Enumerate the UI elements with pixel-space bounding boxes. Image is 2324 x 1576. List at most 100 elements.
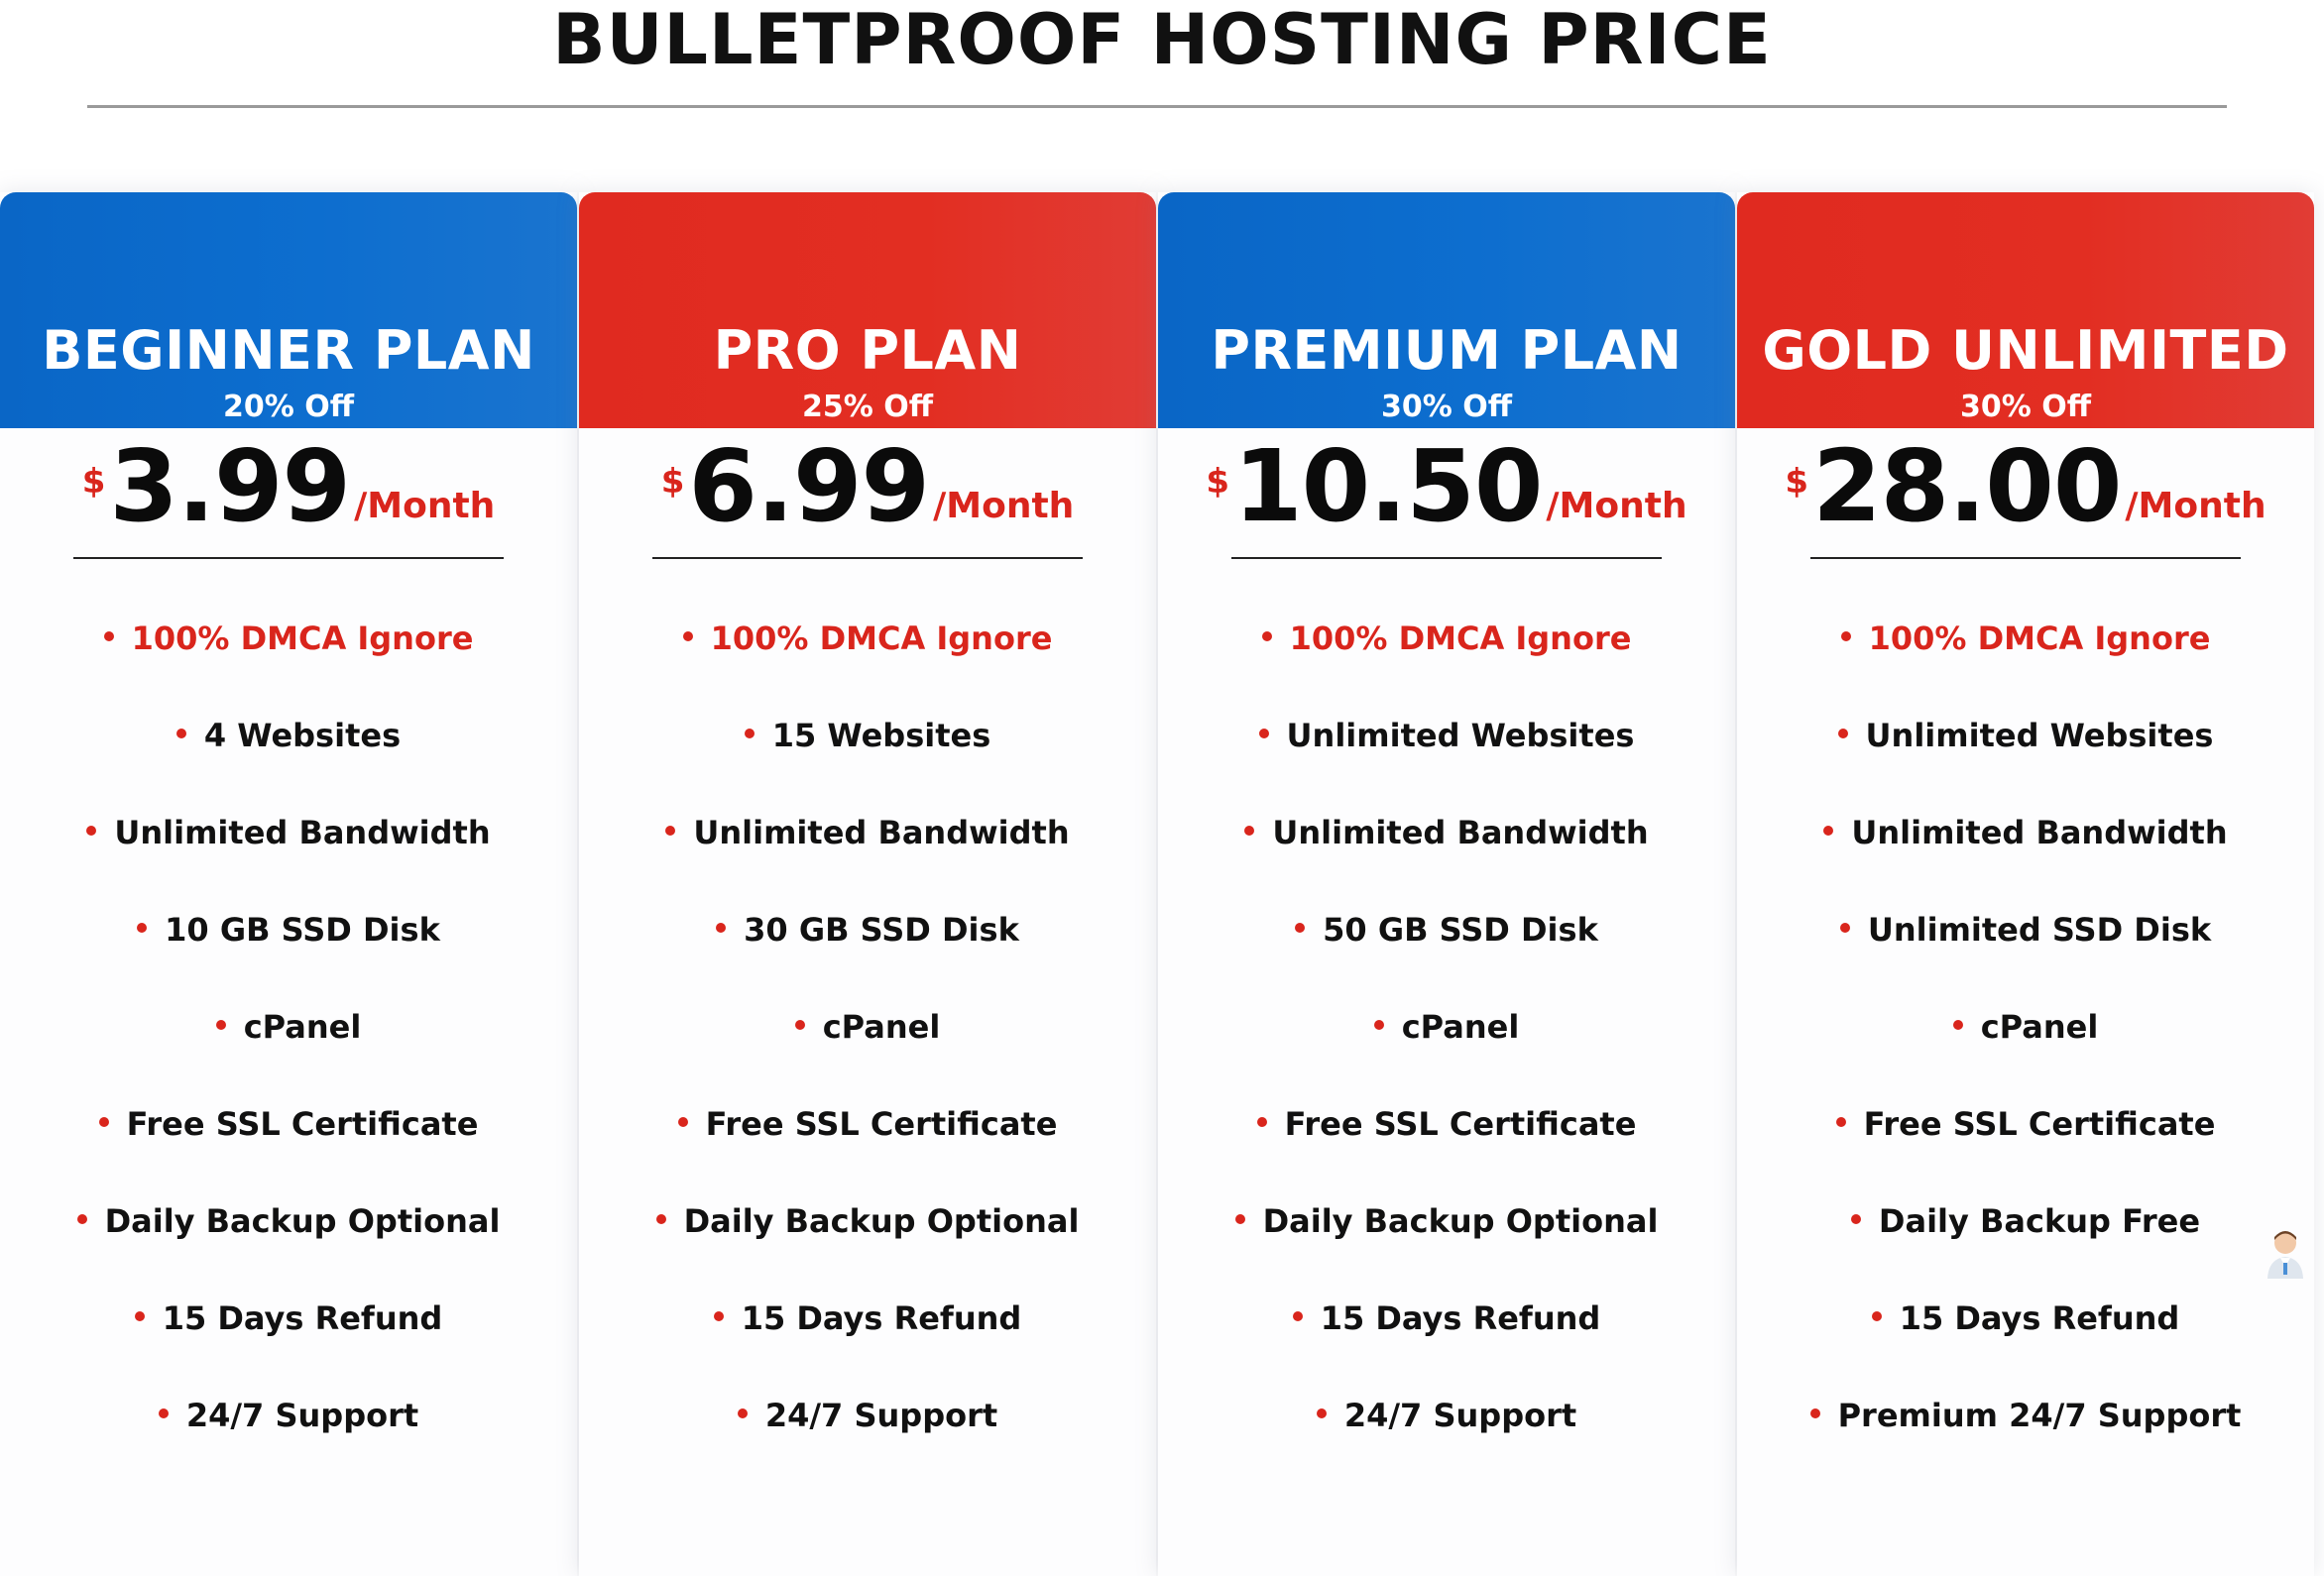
bullet-icon [713,1311,724,1321]
feature-text: Free SSL Certificate [126,1105,479,1143]
price-period: /Month [1546,486,1687,526]
price-currency: $ [1785,462,1809,502]
price-block: $3.99/Month [0,432,577,541]
price-divider [1810,557,2241,559]
price-block: $28.00/Month [1737,432,2314,541]
feature-item: 24/7 Support [0,1386,577,1483]
price-amount: 28.00 [1812,428,2122,544]
feature-item: 50 GB SSD Disk [1158,900,1735,997]
bullet-icon [1316,1408,1327,1418]
feature-item: Unlimited Bandwidth [1737,803,2314,900]
price-divider [652,557,1083,559]
feature-text: 24/7 Support [185,1397,419,1434]
feature-item: Free SSL Certificate [579,1094,1156,1191]
price-divider [1231,557,1662,559]
feature-text: 4 Websites [203,717,402,754]
feature-text: 10 GB SSD Disk [165,911,440,949]
feature-text: 50 GB SSD Disk [1323,911,1598,949]
feature-text: 100% DMCA Ignore [1868,619,2211,657]
bullet-icon [98,1117,109,1127]
title-divider [87,105,2227,108]
bullet-icon [1258,729,1269,738]
bullet-icon [1835,1117,1846,1127]
feature-text: 100% DMCA Ignore [1289,619,1632,657]
feature-item: Unlimited Bandwidth [0,803,577,900]
bullet-icon [134,1311,145,1321]
feature-item: Unlimited Bandwidth [579,803,1156,900]
feature-text: Daily Backup Free [1878,1202,2201,1240]
price-currency: $ [1206,462,1230,502]
plan-name: PRO PLAN [713,319,1022,382]
feature-item: Unlimited Bandwidth [1158,803,1735,900]
feature-item: Unlimited SSD Disk [1737,900,2314,997]
feature-text: 15 Websites [771,717,991,754]
feature-item: Daily Backup Free [1737,1191,2314,1289]
feature-item: cPanel [579,997,1156,1094]
price-period: /Month [2125,486,2266,526]
bullet-icon [744,729,755,738]
feature-list: 100% DMCA Ignore Unlimited Websites Unli… [1158,609,1735,1483]
feature-text: cPanel [1980,1008,2099,1046]
plan-header: PREMIUM PLAN 30% Off [1158,192,1735,428]
support-agent-icon[interactable] [2263,1225,2308,1279]
plan-card-premium: PREMIUM PLAN 30% Off $10.50/Month 100% D… [1158,192,1735,1576]
feature-text: cPanel [822,1008,941,1046]
feature-text: Free SSL Certificate [1284,1105,1637,1143]
plan-card-gold-unlimited: GOLD UNLIMITED 30% Off $28.00/Month 100%… [1737,192,2314,1576]
feature-text: Daily Backup Optional [104,1202,501,1240]
feature-item: 24/7 Support [579,1386,1156,1483]
feature-text: Free SSL Certificate [1863,1105,2216,1143]
price-amount: 3.99 [109,428,351,544]
feature-text: Daily Backup Optional [683,1202,1080,1240]
feature-item: 15 Websites [579,706,1156,803]
bullet-icon [86,826,97,836]
feature-item: 15 Days Refund [579,1289,1156,1386]
plan-header: PRO PLAN 25% Off [579,192,1156,428]
feature-item: Free SSL Certificate [1737,1094,2314,1191]
bullet-icon [1871,1311,1882,1321]
bullet-icon [1839,923,1850,933]
bullet-icon [1823,826,1834,836]
bullet-icon [1244,826,1255,836]
feature-text: 30 GB SSD Disk [744,911,1019,949]
feature-item: cPanel [1158,997,1735,1094]
feature-list: 100% DMCA Ignore 4 Websites Unlimited Ba… [0,609,577,1483]
page-title: BULLETPROOF HOSTING PRICE [552,0,1772,80]
feature-item: Daily Backup Optional [0,1191,577,1289]
plan-name: PREMIUM PLAN [1211,319,1683,382]
price-amount: 6.99 [688,428,930,544]
feature-item: Free SSL Certificate [1158,1094,1735,1191]
plan-card-pro: PRO PLAN 25% Off $6.99/Month 100% DMCA I… [579,192,1156,1576]
bullet-icon [1295,923,1306,933]
feature-text: 15 Days Refund [162,1299,443,1337]
price-period: /Month [354,486,496,526]
feature-text: Unlimited SSD Disk [1867,911,2212,949]
plan-name: BEGINNER PLAN [42,319,535,382]
feature-item: Premium 24/7 Support [1737,1386,2314,1483]
feature-item: 10 GB SSD Disk [0,900,577,997]
bullet-icon [1809,1408,1820,1418]
feature-list: 100% DMCA Ignore Unlimited Websites Unli… [1737,609,2314,1483]
feature-item: 100% DMCA Ignore [1737,609,2314,706]
feature-text: 15 Days Refund [741,1299,1022,1337]
bullet-icon [794,1020,805,1030]
bullet-icon [1261,631,1272,641]
feature-item: 4 Websites [0,706,577,803]
feature-item: 24/7 Support [1158,1386,1735,1483]
bullet-icon [682,631,693,641]
bullet-icon [1850,1214,1861,1224]
feature-text: 15 Days Refund [1320,1299,1601,1337]
price-block: $6.99/Month [579,432,1156,541]
plan-discount: 20% Off [222,390,355,424]
plan-header: BEGINNER PLAN 20% Off [0,192,577,428]
feature-item: 100% DMCA Ignore [579,609,1156,706]
feature-text: Unlimited Websites [1865,717,2214,754]
feature-text: Unlimited Bandwidth [693,814,1070,851]
bullet-icon [1256,1117,1267,1127]
price-block: $10.50/Month [1158,432,1735,541]
bullet-icon [655,1214,666,1224]
bullet-icon [103,631,114,641]
feature-item: 15 Days Refund [0,1289,577,1386]
plan-discount: 30% Off [1380,390,1513,424]
feature-item: Daily Backup Optional [1158,1191,1735,1289]
